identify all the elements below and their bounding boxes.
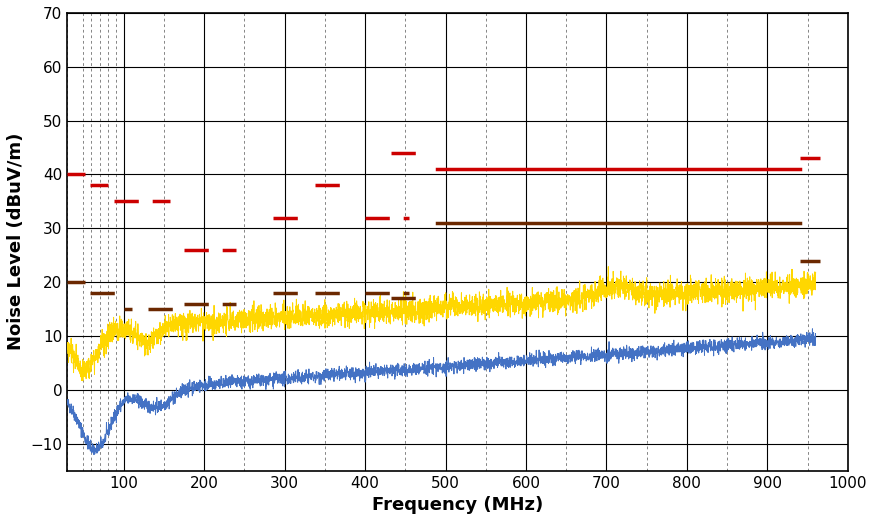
Y-axis label: Noise Level (dBuV/m): Noise Level (dBuV/m) bbox=[7, 133, 25, 351]
X-axis label: Frequency (MHz): Frequency (MHz) bbox=[372, 496, 544, 514]
